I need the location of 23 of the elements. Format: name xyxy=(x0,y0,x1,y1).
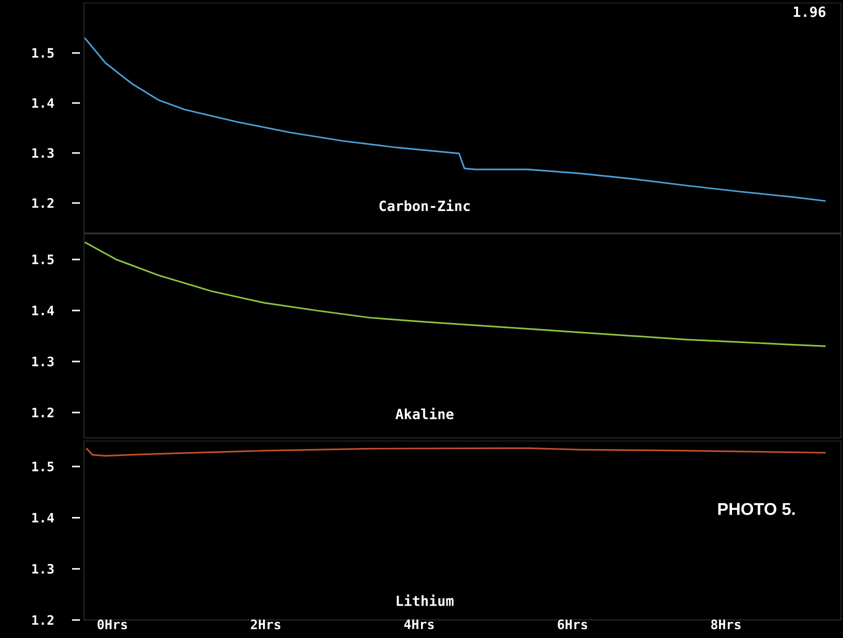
x-tick-label: 2Hrs xyxy=(250,620,280,630)
y-tick-label: 1.3 xyxy=(32,148,54,158)
x-tick-label: 6Hrs xyxy=(558,620,588,630)
annotation: 1.96 xyxy=(794,6,826,18)
y-tick-label: 1.2 xyxy=(32,408,54,418)
text: Carbon-Zinc xyxy=(380,200,470,212)
y-tick-label: 1.2 xyxy=(32,198,54,208)
y-tick-label: 1.5 xyxy=(32,462,54,472)
y-tick-label: 1.5 xyxy=(32,48,54,58)
y-tick-label: 1.3 xyxy=(32,356,54,366)
x-tick-label: 8Hrs xyxy=(711,620,741,630)
y-tick-label: 1.4 xyxy=(32,98,54,108)
text: Lithium xyxy=(396,594,454,606)
y-tick-label: 1.3 xyxy=(32,564,54,574)
text: Akaline xyxy=(395,408,454,420)
annotation: PHOTO 5. xyxy=(718,503,795,516)
y-tick-label: 1.5 xyxy=(32,254,54,264)
x-tick-label: 4Hrs xyxy=(404,620,434,630)
y-tick-label: 1.2 xyxy=(32,615,54,625)
y-tick-label: 1.4 xyxy=(32,306,54,316)
y-tick-label: 1.4 xyxy=(32,512,54,522)
x-tick-label: 0Hrs xyxy=(98,620,127,630)
line-series xyxy=(86,447,826,457)
